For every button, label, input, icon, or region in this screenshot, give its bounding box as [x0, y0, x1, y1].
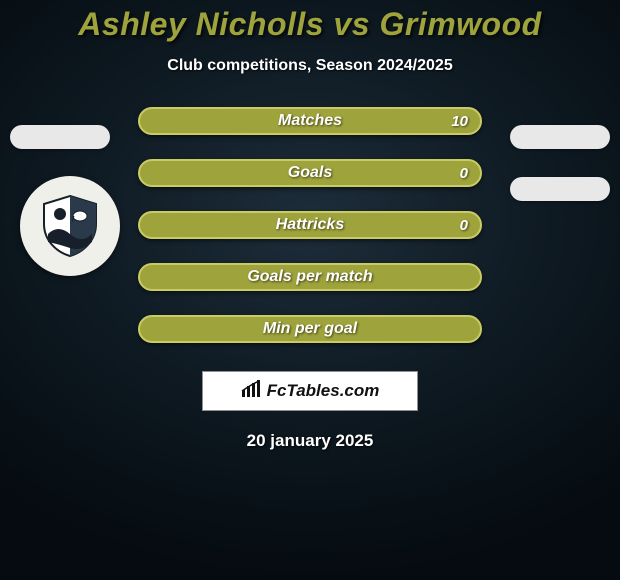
stat-bar-goals-per-match: Goals per match: [138, 263, 482, 291]
stat-label: Min per goal: [263, 320, 357, 338]
club-crest-icon: [38, 194, 102, 258]
comparison-card: Ashley Nicholls vs Grimwood Club competi…: [0, 0, 620, 580]
right-value-pill-2: [510, 177, 610, 201]
page-subtitle: Club competitions, Season 2024/2025: [0, 57, 620, 75]
chart-bars-icon: [241, 380, 263, 403]
page-title: Ashley Nicholls vs Grimwood: [0, 0, 620, 43]
club-badge: [20, 176, 120, 276]
stat-value: 10: [451, 113, 468, 130]
branding-label: FcTables.com: [267, 381, 380, 401]
stat-label: Hattricks: [276, 216, 344, 234]
branding-box[interactable]: FcTables.com: [202, 371, 418, 411]
stat-bar-min-per-goal: Min per goal: [138, 315, 482, 343]
stat-value: 0: [460, 165, 468, 182]
snapshot-date: 20 january 2025: [0, 431, 620, 451]
left-value-pill-1: [10, 125, 110, 149]
stat-label: Goals: [288, 164, 332, 182]
stat-bar-matches: Matches 10: [138, 107, 482, 135]
stat-value: 0: [460, 217, 468, 234]
stat-bar-hattricks: Hattricks 0: [138, 211, 482, 239]
stat-label: Matches: [278, 112, 342, 130]
stat-bar-goals: Goals 0: [138, 159, 482, 187]
stat-label: Goals per match: [247, 268, 372, 286]
right-value-pill-1: [510, 125, 610, 149]
